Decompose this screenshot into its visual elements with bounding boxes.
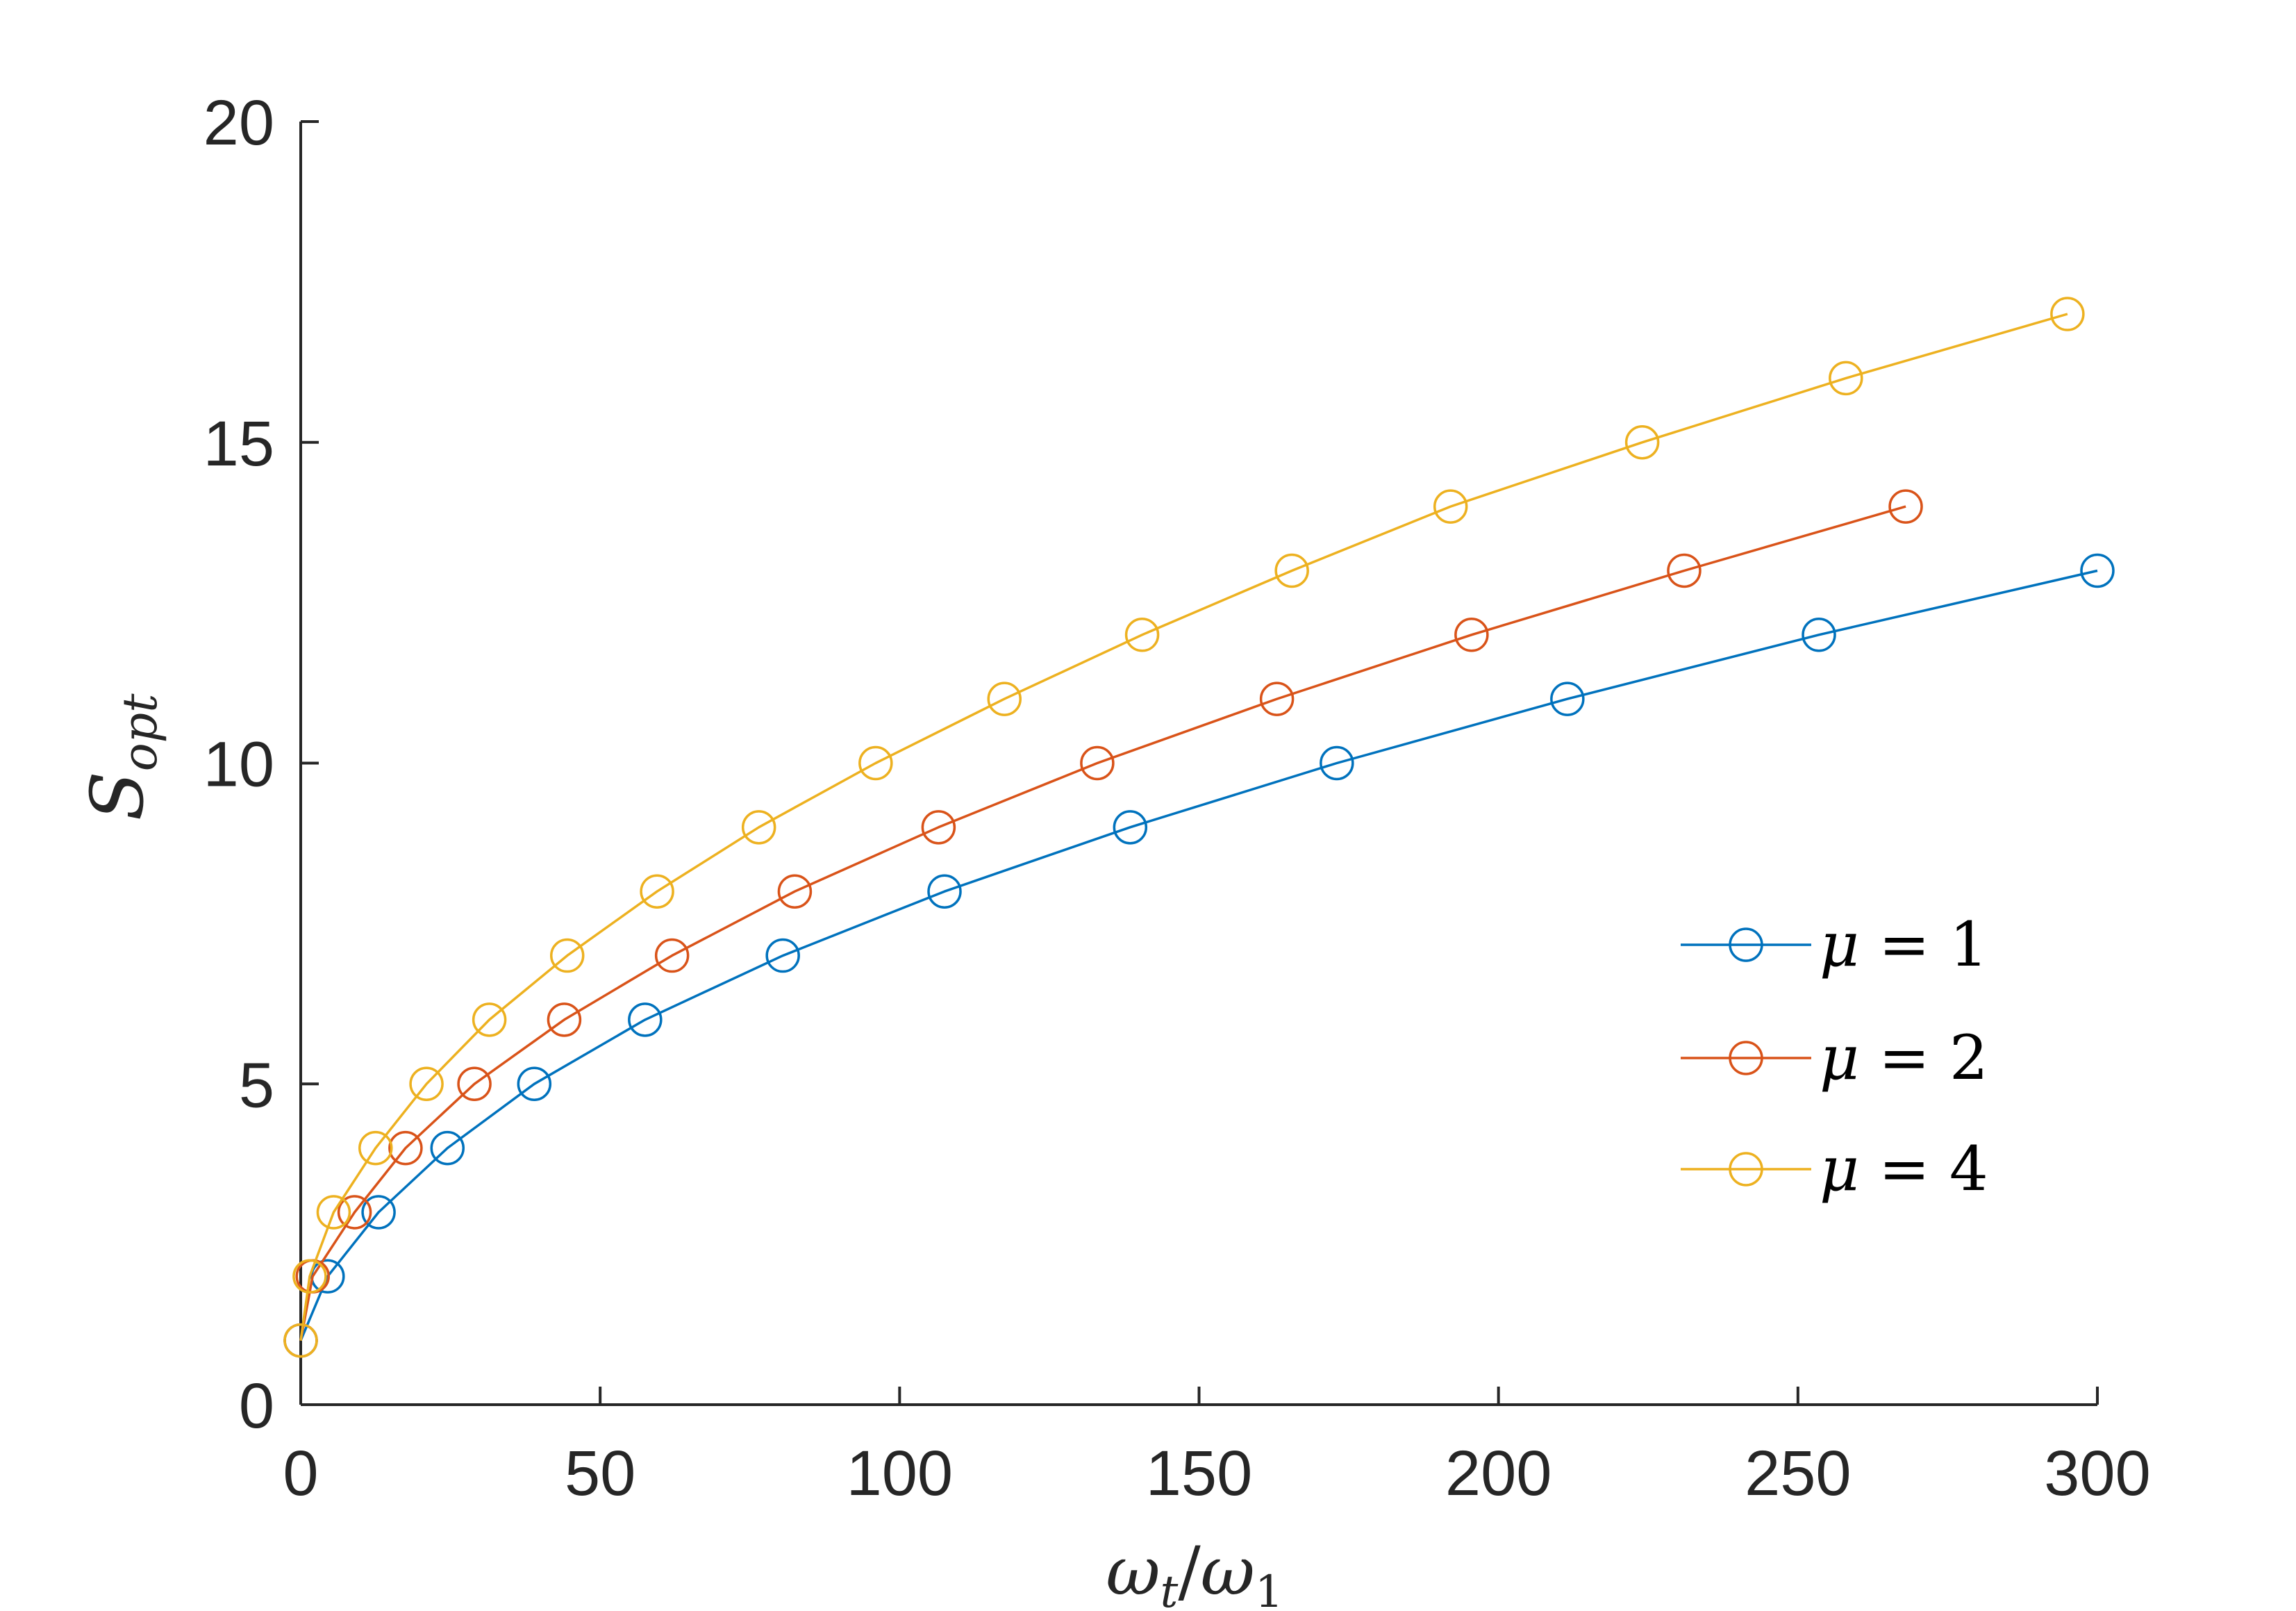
data-point	[361, 1195, 396, 1230]
data-point	[628, 1002, 663, 1037]
data-point	[337, 1195, 372, 1230]
series-line	[299, 569, 2098, 1341]
x-tick-label: 250	[1745, 1438, 1852, 1509]
data-point	[457, 1066, 492, 1101]
y-axis-label: Sopt	[75, 693, 168, 821]
data-point	[777, 874, 813, 909]
data-point	[358, 1130, 393, 1166]
data-point	[1259, 681, 1295, 716]
legend-entry: μ = 4	[1681, 1133, 1988, 1205]
data-point	[316, 1195, 351, 1230]
series-layer	[283, 297, 2115, 1358]
data-point	[1454, 618, 1489, 652]
x-axis-label-sub-t: t	[1161, 1567, 1179, 1611]
x-axis-label-omega-t: ω	[1106, 1532, 1160, 1610]
series-2	[283, 489, 1923, 1358]
data-point	[2050, 297, 2085, 331]
x-tick-label: 0	[283, 1438, 318, 1509]
data-point	[1802, 618, 1836, 652]
data-point	[1433, 489, 1468, 524]
ticks: 0 50 100 150 200 250 300 0 5 10 15 20	[203, 88, 2151, 1509]
data-point	[430, 1130, 465, 1166]
legend-marker	[1729, 1041, 1763, 1075]
legend: μ = 1 μ = 2 μ = 4	[1681, 909, 1988, 1205]
data-point	[987, 681, 1022, 716]
data-point	[1624, 425, 1660, 460]
legend-marker	[1729, 927, 1763, 962]
y-tick-label: 10	[203, 729, 274, 800]
y-tick-label: 5	[239, 1050, 274, 1121]
axes	[299, 122, 2097, 1406]
data-point	[472, 1002, 507, 1037]
series-line	[299, 313, 2068, 1341]
x-axis-label: ωt/ω1	[1106, 1532, 1283, 1611]
legend-label: μ = 2	[1820, 1022, 1988, 1093]
x-axis-label-omega-1: ω	[1201, 1532, 1255, 1610]
data-point	[549, 938, 585, 973]
legend-label: μ = 4	[1820, 1133, 1988, 1205]
data-point	[292, 1259, 327, 1294]
y-tick-label: 15	[203, 408, 274, 479]
data-point	[858, 745, 893, 781]
series-line	[299, 505, 1906, 1341]
data-point	[2080, 553, 2115, 588]
legend-entry: μ = 1	[1681, 909, 1988, 980]
data-point	[517, 1066, 552, 1101]
x-tick-label: 200	[1445, 1438, 1552, 1509]
y-tick-label: 0	[239, 1371, 274, 1441]
data-point	[741, 810, 776, 845]
x-axis-label-slash: /	[1178, 1532, 1201, 1610]
data-point	[1550, 681, 1585, 716]
y-axis-label-sub: opt	[113, 693, 168, 771]
legend-marker	[1729, 1152, 1763, 1187]
legend-entry: μ = 2	[1681, 1022, 1988, 1093]
data-point	[283, 1323, 318, 1358]
data-point	[388, 1130, 423, 1166]
data-point	[1320, 745, 1354, 781]
data-point	[927, 874, 962, 909]
data-point	[1080, 745, 1115, 781]
data-point	[1113, 810, 1148, 845]
x-tick-label: 50	[565, 1438, 635, 1509]
x-tick-label: 300	[2044, 1438, 2151, 1509]
data-point	[1667, 553, 1702, 588]
data-point	[547, 1002, 582, 1037]
data-point	[1888, 489, 1923, 524]
series-3	[283, 297, 2085, 1358]
legend-label: μ = 1	[1820, 909, 1988, 980]
data-point	[1829, 361, 1863, 396]
x-axis-label-sub-1: 1	[1255, 1567, 1283, 1611]
series-1	[283, 553, 2115, 1358]
data-point	[1124, 618, 1160, 652]
data-point	[409, 1066, 444, 1101]
y-tick-label: 20	[203, 88, 274, 158]
x-tick-label: 100	[847, 1438, 954, 1509]
x-tick-label: 150	[1146, 1438, 1253, 1509]
data-point	[921, 810, 956, 845]
y-axis-label-main: S	[75, 771, 160, 820]
data-point	[654, 938, 690, 973]
data-point	[1274, 553, 1309, 588]
data-point	[765, 938, 800, 973]
data-point	[640, 874, 674, 909]
